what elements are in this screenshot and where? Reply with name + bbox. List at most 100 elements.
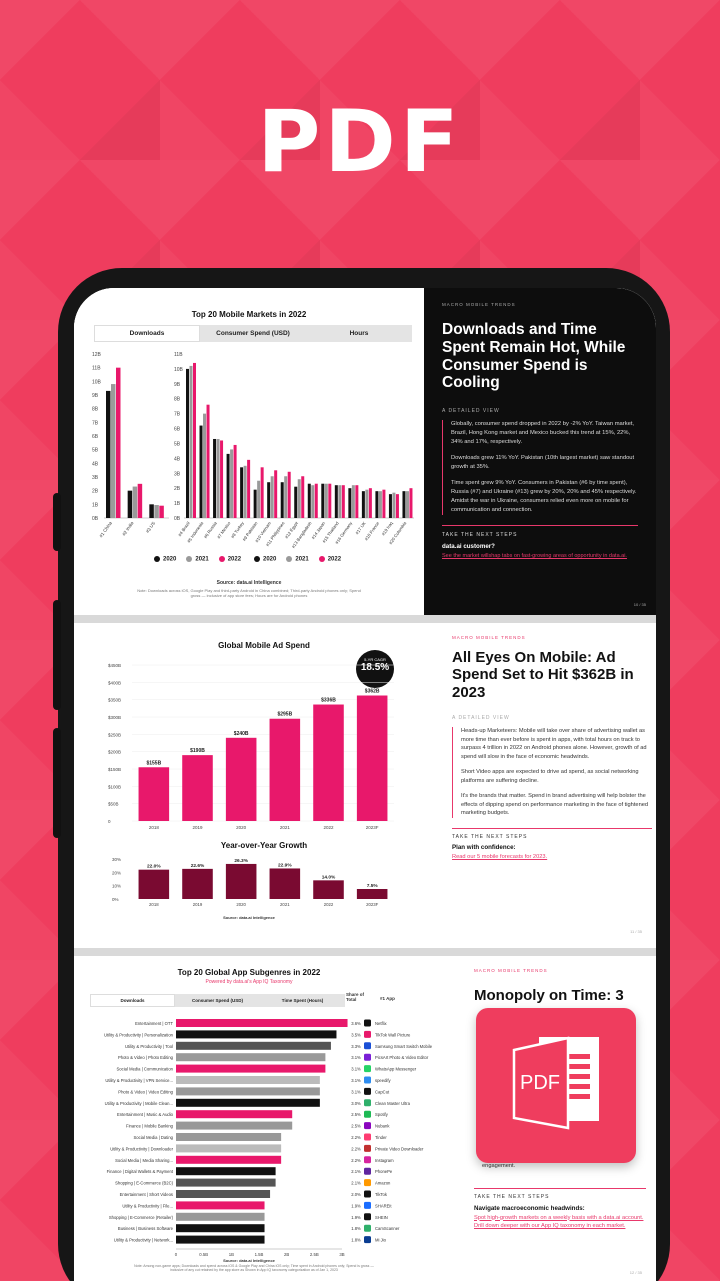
slide2-chart-title: Global Mobile Ad Spend (218, 641, 310, 650)
x-tick: 2019 (192, 825, 203, 830)
subgenre-label: Utility & Productivity | Mobile Clean... (105, 1101, 173, 1106)
slide2-detail-label: A DETAILED VIEW (452, 714, 510, 721)
bar-2020 (334, 485, 338, 518)
y-tick-right: 6B (174, 427, 181, 433)
pdf-document-icon: PDF (512, 1035, 601, 1130)
phone-screen[interactable]: Top 20 Mobile Markets in 2022 Downloads … (74, 288, 656, 1281)
x-tick: 0 (175, 1252, 178, 1257)
subgenre-label: Photo & Video | Photo Editing (118, 1055, 174, 1060)
slide1-chart-panel: Top 20 Mobile Markets in 2022 Downloads … (74, 288, 424, 615)
y-tick-left: 8B (92, 407, 99, 413)
x-tick: 2B (284, 1252, 289, 1257)
top-app-name: Instagram (375, 1158, 394, 1163)
tab-hours[interactable]: Hours (306, 325, 412, 342)
app-icon (364, 1190, 371, 1198)
bar-2020 (280, 482, 284, 518)
bar-2020 (321, 483, 325, 518)
subgenre-bar (176, 1155, 282, 1164)
bar-2022 (328, 483, 332, 518)
top-app-name: Samsung Smart Switch Mobile (375, 1044, 433, 1049)
share-value: 2.5% (351, 1112, 361, 1117)
x-tick: 2020 (236, 825, 247, 830)
slide2-cta-bold: Plan with confidence: (452, 844, 516, 852)
y-tick: $450B (108, 663, 121, 668)
bar-2021 (378, 491, 382, 518)
subgenre-label: Entertainment | Short Videos (120, 1192, 173, 1197)
ad-spend-label: $362B (365, 689, 380, 695)
bar-2022 (355, 485, 359, 518)
slide3-cta-link[interactable]: Spot high-growth markets on a weekly bas… (474, 1214, 644, 1230)
share-value: 3.5% (351, 1032, 361, 1037)
bar-2020 (267, 482, 271, 518)
subgenre-bar (176, 1224, 265, 1233)
yoy-label: 26.3% (234, 858, 248, 864)
bar-2022 (287, 471, 291, 518)
slide-ad-spend[interactable]: Global Mobile Ad Spend 5-YR CAGR 18.5% $… (74, 623, 656, 948)
share-value: 2.0% (351, 1192, 361, 1197)
bar-2022 (341, 485, 345, 518)
slide3-text-panel: MACRO MOBILE TRENDS Monopoly on Time: 3 (474, 968, 646, 1004)
pdf-app-icon[interactable]: PDF (476, 1008, 636, 1163)
app-icon (364, 1167, 371, 1175)
slide3-next-steps-label: TAKE THE NEXT STEPS (474, 1194, 550, 1200)
x-tick-left: #2 India (121, 520, 135, 536)
bar-2020 (149, 504, 154, 518)
yoy-bar (182, 868, 213, 899)
ad-spend-label: $240B (234, 731, 249, 737)
slide1-page-number: 10 / 35 (633, 602, 646, 607)
app-icon (364, 1213, 371, 1221)
top-app-name: CamScanner (375, 1226, 400, 1231)
y-tick: $350B (108, 698, 121, 703)
x-tick: 2.5B (310, 1252, 319, 1257)
slide1-note: Note: Downloads across iOS, Google Play … (137, 588, 361, 598)
bar-2020 (240, 467, 244, 518)
ad-spend-label: $295B (277, 712, 292, 718)
slide3-chart-title: Top 20 Global App Subgenres in 2022 (177, 968, 321, 977)
slide1-source: Source: data.ai Intelligence (216, 580, 282, 586)
y-tick-left: 3B (92, 475, 99, 481)
subgenre-label: Business | Business Software (118, 1226, 174, 1231)
y-tick-right: 9B (174, 382, 181, 388)
tab3-consumer-spend[interactable]: Consumer Spend (USD) (175, 994, 260, 1007)
slide1-next-steps-label: TAKE THE NEXT STEPS (442, 532, 518, 539)
subgenre-bar (176, 1201, 265, 1210)
bar-2021 (203, 413, 207, 518)
bar-2022 (247, 459, 251, 518)
yoy-bar (356, 889, 388, 899)
tab-consumer-spend[interactable]: Consumer Spend (USD) (200, 325, 306, 342)
x-tick: 2022 (323, 825, 334, 830)
top-app-name: SHAREit (375, 1203, 392, 1208)
slide-downloads-time-spent[interactable]: Top 20 Mobile Markets in 2022 Downloads … (74, 288, 656, 615)
tab3-downloads[interactable]: Downloads (90, 994, 175, 1007)
slide1-cta-link[interactable]: See the market willshap tabs on fast-gro… (442, 552, 627, 559)
y-tick-left: 10B (92, 379, 102, 385)
slide-divider-1 (74, 615, 656, 623)
x-tick: 2018 (149, 825, 160, 830)
bar-2022 (409, 488, 413, 518)
bar-2021 (216, 438, 220, 518)
subgenre-bar (176, 1019, 348, 1027)
app-icon (364, 1201, 371, 1209)
tab-downloads[interactable]: Downloads (94, 325, 200, 342)
tab3-time-spent[interactable]: Time Spent (Hours) (260, 994, 345, 1007)
slide2-cta-link[interactable]: Read our 5 mobile forecasts for 2023. (452, 853, 548, 860)
top-app-name: Nubank (375, 1124, 390, 1129)
share-value: 2.2% (351, 1146, 361, 1151)
subgenre-label: Social Media | Dating (134, 1135, 174, 1140)
share-value: 2.2% (351, 1135, 361, 1140)
slide3-page-number: 12 / 35 (629, 1270, 642, 1275)
bar-2022 (116, 367, 121, 518)
top-app-name: PhonePe (375, 1169, 393, 1174)
bar-2020 (213, 438, 217, 518)
x-tick-right: #4 Brazil (177, 521, 191, 538)
cagr-badge: 5-YR CAGR 18.5% (356, 650, 394, 688)
app-icon (364, 1019, 371, 1027)
slide2-paragraph-3: It's the brands that matter. Spend in br… (461, 792, 649, 817)
legend-2020: 2020 (154, 556, 176, 563)
slide1-kicker: MACRO MOBILE TRENDS (442, 302, 516, 307)
slide2-source: Source: data.ai Intelligence (223, 915, 275, 920)
top-app-name: Clean Master Ultra (375, 1101, 411, 1106)
cagr-label: 5-YR CAGR (364, 657, 386, 662)
slide1-legend-right: 2020 2021 2022 (254, 556, 341, 563)
legend-2020-right: 2020 (254, 556, 276, 563)
